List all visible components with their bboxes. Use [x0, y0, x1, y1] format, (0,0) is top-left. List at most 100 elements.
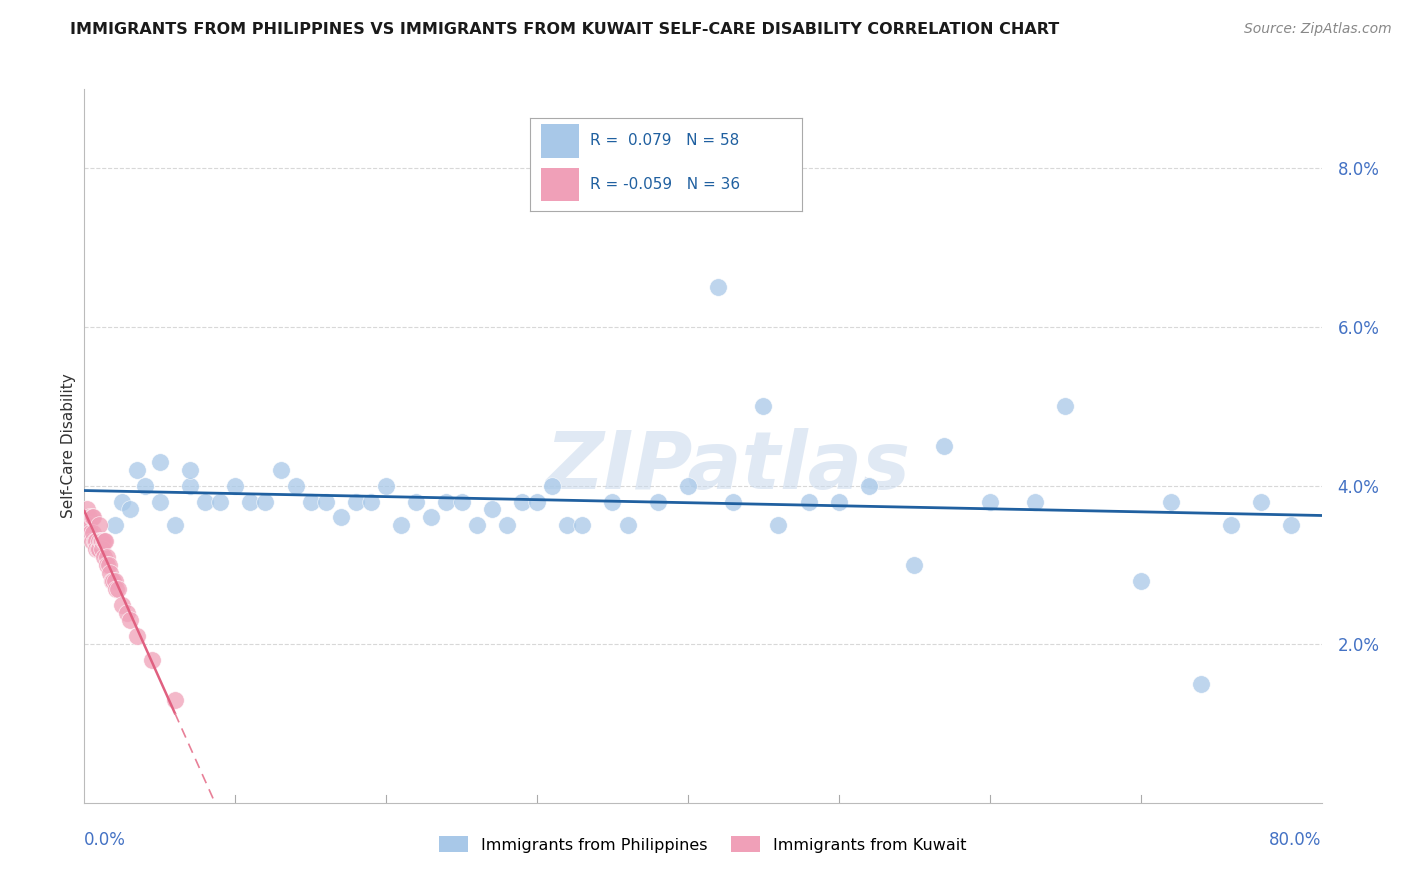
Point: [389, 518, 412, 533]
Point: [344, 494, 367, 508]
Point: [194, 494, 217, 508]
Point: [903, 558, 925, 572]
Point: [118, 614, 141, 628]
Point: [91, 542, 114, 557]
Point: [647, 494, 669, 508]
Point: [979, 494, 1001, 508]
Point: [797, 494, 820, 508]
Text: R = -0.059   N = 36: R = -0.059 N = 36: [589, 177, 740, 192]
Point: [107, 582, 129, 596]
Point: [270, 463, 292, 477]
Point: [510, 494, 533, 508]
Point: [89, 542, 111, 557]
Point: [98, 566, 121, 580]
Point: [76, 502, 98, 516]
Point: [80, 534, 103, 549]
Point: [481, 502, 503, 516]
Point: [555, 518, 578, 533]
Point: [77, 510, 100, 524]
Point: [149, 494, 172, 508]
Point: [96, 558, 118, 572]
Point: [436, 494, 458, 508]
Point: [103, 574, 125, 588]
Text: R =  0.079   N = 58: R = 0.079 N = 58: [589, 134, 740, 148]
Point: [91, 534, 114, 549]
Point: [86, 534, 108, 549]
Point: [93, 549, 115, 564]
Point: [420, 510, 443, 524]
Point: [84, 534, 107, 549]
Point: [79, 526, 101, 541]
Point: [101, 574, 124, 588]
Point: [179, 463, 201, 477]
Point: [284, 478, 307, 492]
Point: [239, 494, 262, 508]
Legend: Immigrants from Philippines, Immigrants from Kuwait: Immigrants from Philippines, Immigrants …: [433, 830, 973, 859]
Text: ZIPatlas: ZIPatlas: [546, 428, 910, 507]
Point: [127, 463, 149, 477]
Point: [752, 400, 775, 414]
Point: [1281, 518, 1303, 533]
Point: [97, 558, 120, 572]
Y-axis label: Self-Care Disability: Self-Care Disability: [60, 374, 76, 518]
Point: [1250, 494, 1272, 508]
Text: IMMIGRANTS FROM PHILIPPINES VS IMMIGRANTS FROM KUWAIT SELF-CARE DISABILITY CORRE: IMMIGRANTS FROM PHILIPPINES VS IMMIGRANT…: [70, 22, 1060, 37]
Point: [1129, 574, 1152, 588]
Point: [134, 478, 156, 492]
Point: [111, 598, 134, 612]
Point: [571, 518, 593, 533]
Point: [329, 510, 352, 524]
Point: [676, 478, 699, 492]
Point: [141, 653, 163, 667]
Point: [768, 518, 790, 533]
Point: [82, 526, 104, 541]
Point: [163, 692, 186, 706]
Point: [934, 439, 956, 453]
Point: [96, 549, 118, 564]
Point: [1189, 677, 1212, 691]
Point: [616, 518, 638, 533]
Point: [707, 280, 730, 294]
Point: [1220, 518, 1243, 533]
Point: [526, 494, 548, 508]
Point: [87, 542, 110, 557]
Point: [1160, 494, 1182, 508]
Point: [450, 494, 472, 508]
Point: [86, 542, 108, 557]
Point: [721, 494, 744, 508]
Point: [541, 478, 564, 492]
Point: [94, 534, 117, 549]
Point: [360, 494, 382, 508]
Point: [1054, 400, 1077, 414]
Point: [1024, 494, 1046, 508]
Point: [858, 478, 880, 492]
Point: [254, 494, 277, 508]
Point: [315, 494, 337, 508]
Point: [100, 574, 122, 588]
Point: [495, 518, 517, 533]
Point: [224, 478, 246, 492]
Text: 80.0%: 80.0%: [1270, 831, 1322, 849]
Point: [103, 518, 125, 533]
Point: [405, 494, 427, 508]
Point: [163, 518, 186, 533]
Point: [149, 455, 172, 469]
FancyBboxPatch shape: [541, 168, 579, 202]
Point: [90, 534, 112, 549]
Point: [375, 478, 398, 492]
Point: [80, 510, 103, 524]
Point: [93, 534, 115, 549]
Point: [118, 502, 141, 516]
Point: [111, 494, 134, 508]
FancyBboxPatch shape: [541, 124, 579, 158]
Point: [179, 478, 201, 492]
Point: [465, 518, 488, 533]
Point: [89, 534, 111, 549]
Text: Source: ZipAtlas.com: Source: ZipAtlas.com: [1244, 22, 1392, 37]
Point: [115, 606, 138, 620]
Text: 0.0%: 0.0%: [84, 831, 127, 849]
Point: [299, 494, 322, 508]
Point: [77, 518, 100, 533]
Point: [105, 582, 128, 596]
Point: [127, 629, 149, 643]
